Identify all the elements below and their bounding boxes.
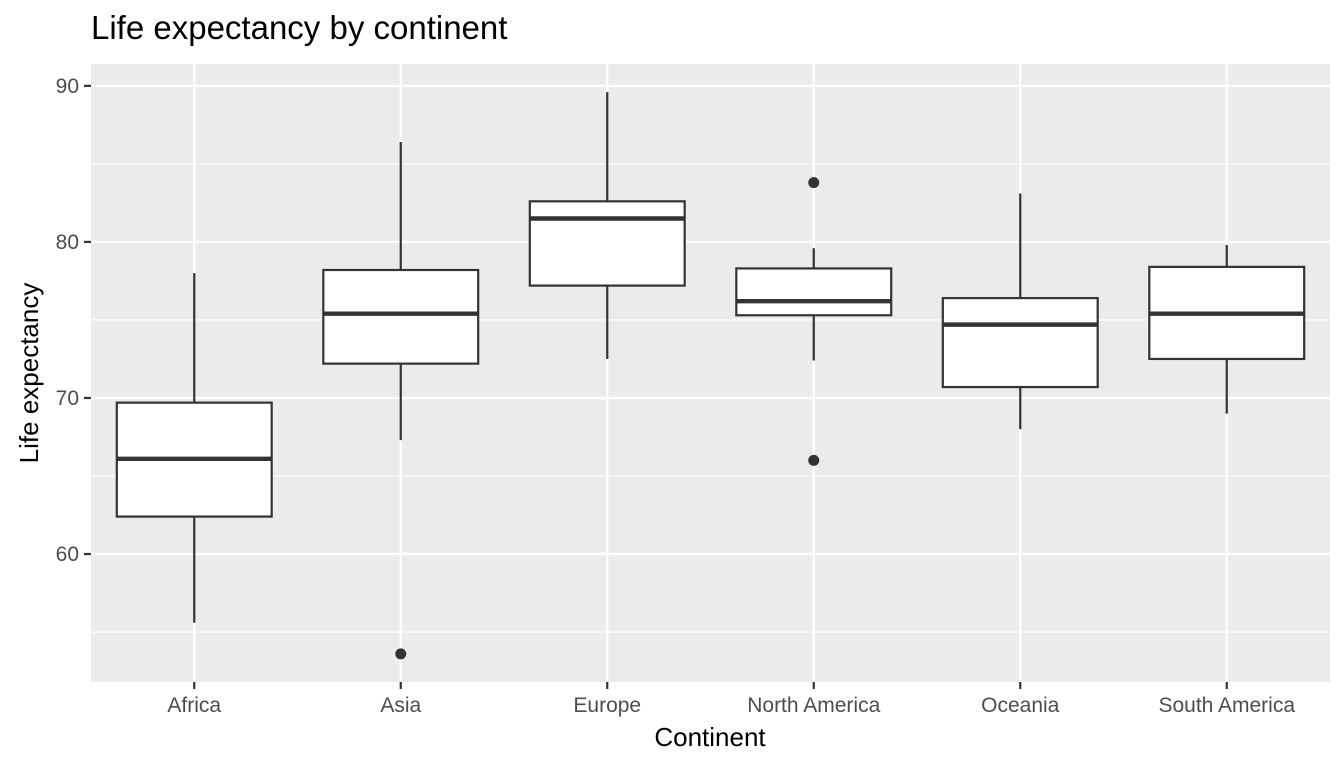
plot-panel	[91, 64, 1330, 682]
x-tick-label: Africa	[167, 694, 221, 717]
outlier-point	[808, 454, 820, 466]
outlier-point	[808, 177, 820, 189]
y-tick-label: 90	[56, 75, 79, 98]
minor-gridlines	[91, 163, 1330, 633]
x-tick-label: Asia	[380, 694, 421, 717]
box-iqr	[735, 267, 893, 317]
y-tick-label: 70	[56, 387, 79, 410]
chart-title: Life expectancy by continent	[91, 9, 507, 46]
x-axis: Africa Asia Europe North America Oceania Sout…	[167, 682, 1295, 717]
box-oceania	[941, 193, 1099, 430]
outlier-point	[395, 648, 407, 660]
y-tick-label: 80	[56, 231, 79, 254]
box-europe	[528, 92, 686, 359]
box-series	[115, 92, 1306, 660]
y-axis: 60 70 80 90	[56, 75, 91, 566]
box-africa	[115, 273, 273, 623]
y-tick-label: 60	[56, 543, 79, 566]
x-tick-label: South America	[1158, 694, 1295, 717]
x-axis-title: Continent	[654, 722, 766, 752]
x-tick-label: Europe	[573, 694, 641, 717]
x-tick-label: Oceania	[981, 694, 1060, 717]
box-iqr	[322, 268, 480, 365]
x-tick-label: North America	[747, 694, 880, 717]
y-axis-title: Life expectancy	[14, 283, 44, 464]
box-iqr	[528, 200, 686, 287]
box-asia	[322, 142, 480, 660]
box-north-america	[735, 177, 893, 466]
box-south-america	[1148, 245, 1306, 414]
box-iqr	[941, 296, 1099, 389]
